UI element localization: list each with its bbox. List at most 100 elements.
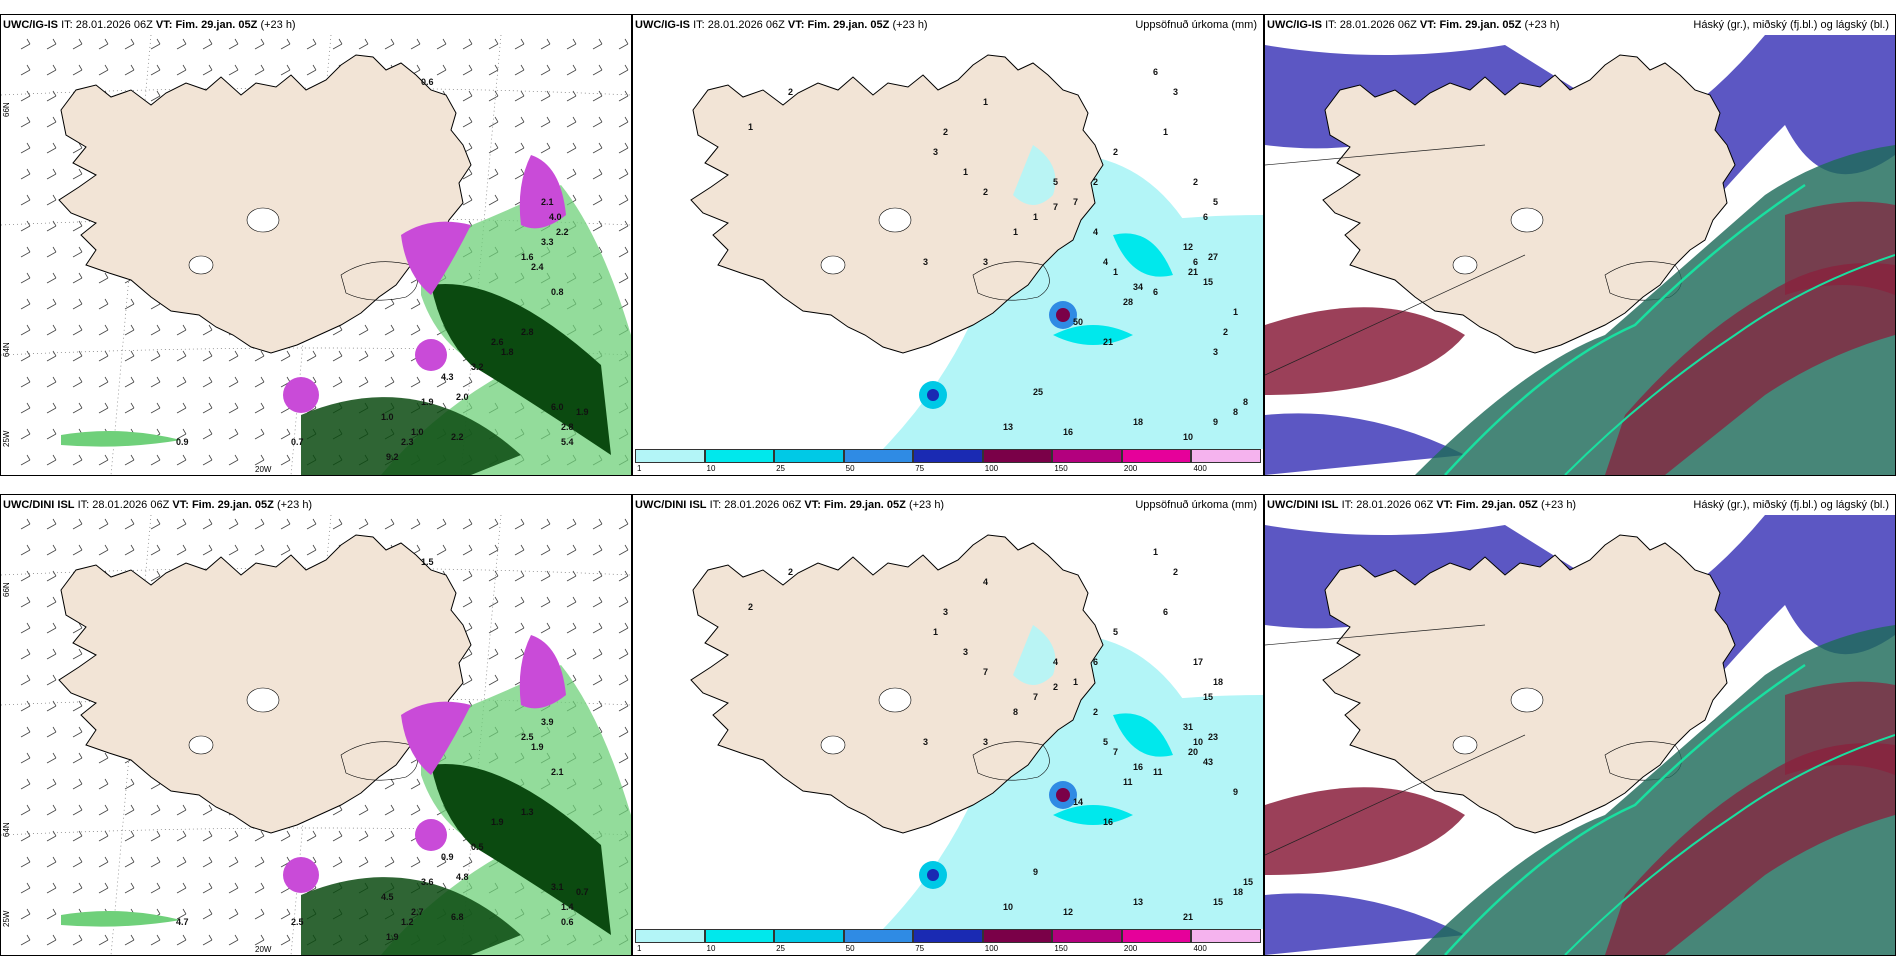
wind-barb: [618, 752, 629, 764]
colorbar-swatch: [1191, 929, 1261, 943]
cloud-edge: [1564, 254, 1895, 475]
wind-barb: [20, 376, 31, 388]
value-label: 18: [1233, 887, 1243, 897]
wind-barb: [332, 38, 343, 50]
wind-barb: [566, 90, 577, 102]
wind-barb: [202, 376, 213, 388]
value-label: 2: [1093, 707, 1098, 717]
value-label: 2.3: [401, 437, 414, 447]
value-label: 31: [1183, 722, 1193, 732]
wind-barb: [98, 778, 109, 790]
value-label: 1.9: [386, 932, 399, 942]
colorbar-swatch: [1121, 449, 1192, 463]
wind-barb: [436, 518, 447, 530]
glacier-outline: [188, 735, 214, 755]
panel-header: UWC/DINI ISL IT: 28.01.2026 06Z VT: Fim.…: [1, 495, 631, 515]
iceland-land: [690, 54, 1104, 354]
wind-barb: [150, 570, 161, 582]
wind-barb: [358, 518, 369, 530]
wind-barb: [462, 38, 473, 50]
value-label: 1.9: [421, 397, 434, 407]
value-label: 7: [1073, 197, 1078, 207]
wind-barb: [150, 64, 161, 76]
value-label: 4.7: [176, 917, 189, 927]
wind-barb: [514, 518, 525, 530]
wind-barb: [488, 168, 499, 180]
wind-barb: [618, 194, 629, 206]
colorbar-tick: 150: [1054, 944, 1068, 953]
wind-barb: [202, 38, 213, 50]
vt-label: VT:: [1419, 19, 1437, 31]
wind-barb: [618, 648, 629, 660]
snow-area: [283, 857, 319, 893]
wind-barb: [618, 142, 629, 154]
wind-barb: [72, 220, 83, 232]
wind-barb: [124, 830, 135, 842]
value-label: 3: [983, 737, 988, 747]
value-label: 16: [1063, 427, 1073, 437]
iceland-land: [1322, 54, 1736, 354]
wind-barb: [618, 674, 629, 686]
wind-barb: [150, 830, 161, 842]
wind-barb: [20, 324, 31, 336]
value-label: 9: [1213, 417, 1218, 427]
wind-barb: [20, 752, 31, 764]
wind-barb: [46, 220, 57, 232]
wind-barb: [462, 194, 473, 206]
wind-barb: [72, 648, 83, 660]
precip-band-mid: [1053, 805, 1133, 825]
value-label: 1.5: [421, 557, 434, 567]
wind-barb: [228, 830, 239, 842]
precip-core: [927, 869, 939, 881]
wind-barb: [592, 674, 603, 686]
value-label: 2: [788, 87, 793, 97]
wind-barb: [228, 856, 239, 868]
value-label: 18: [1133, 417, 1143, 427]
wind-barb: [72, 752, 83, 764]
value-label: 1: [1233, 307, 1238, 317]
wind-barb: [98, 38, 109, 50]
value-label: 2.5: [521, 732, 534, 742]
wind-barb: [332, 518, 343, 530]
wind-barb: [150, 402, 161, 414]
lead-time: (+23 h): [1540, 499, 1577, 511]
wind-barb: [254, 934, 265, 946]
wind-barb: [46, 856, 57, 868]
value-label: 2.7: [411, 907, 424, 917]
wind-barb: [72, 726, 83, 738]
wind-barb: [176, 428, 187, 440]
wind-barb: [566, 116, 577, 128]
wind-barb: [72, 622, 83, 634]
wind-barb: [280, 428, 291, 440]
panel-title: Uppsöfnuð úrkoma (mm): [1135, 19, 1257, 31]
colorbar-swatch: [1121, 929, 1192, 943]
colorbar-tick: 200: [1123, 944, 1138, 953]
wind-barb: [488, 648, 499, 660]
wind-barb: [98, 934, 109, 946]
wind-barb: [20, 726, 31, 738]
wind-barb: [618, 518, 629, 530]
wind-barb: [566, 518, 577, 530]
vt-label: VT:: [1436, 499, 1453, 511]
mid-cloud: [1785, 681, 1895, 775]
wind-barb: [202, 908, 213, 920]
glacier-outline: [340, 261, 418, 301]
value-label: 2.8: [521, 327, 534, 337]
wind-barb: [98, 518, 109, 530]
value-label: 7: [1113, 747, 1118, 757]
wind-barb: [488, 622, 499, 634]
wind-barb: [592, 90, 603, 102]
wind-barb: [592, 544, 603, 556]
value-label: 9: [1033, 867, 1038, 877]
wind-barb: [280, 350, 291, 362]
wind-barb: [124, 934, 135, 946]
value-label: 43: [1203, 757, 1213, 767]
it-time: 28.01.2026 06Z: [707, 19, 785, 31]
graticule-line: [1265, 624, 1486, 646]
wind-barb: [462, 518, 473, 530]
value-label: 3.9: [541, 717, 554, 727]
wind-barb: [20, 298, 31, 310]
precip-band-mid: [1113, 233, 1173, 277]
wind-barb: [176, 324, 187, 336]
wind-barb: [46, 402, 57, 414]
